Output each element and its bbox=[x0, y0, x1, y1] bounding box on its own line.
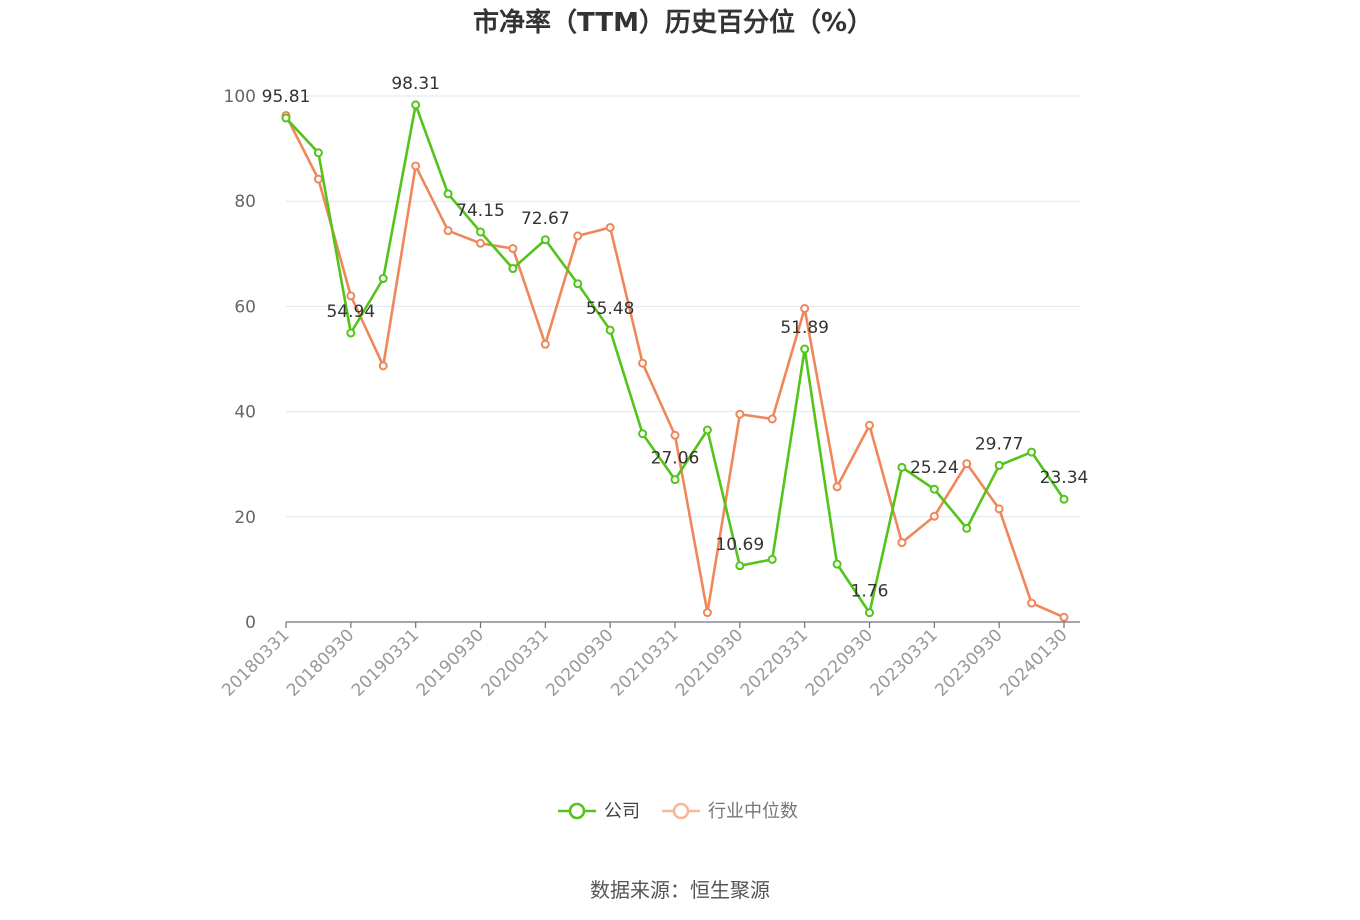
legend-marker bbox=[672, 802, 690, 820]
x-tick-label: 20220930 bbox=[802, 625, 877, 700]
company-point[interactable] bbox=[605, 325, 615, 335]
chart-title: 市净率（TTM）历史百分位（%） bbox=[473, 8, 873, 38]
industry-point[interactable] bbox=[702, 608, 712, 618]
industry-point[interactable] bbox=[670, 430, 680, 440]
company-point[interactable] bbox=[540, 235, 550, 245]
legend-label: 公司 bbox=[604, 801, 640, 822]
x-tick-label: 20190331 bbox=[348, 625, 423, 700]
data-label: 51.89 bbox=[780, 318, 829, 338]
company-point[interactable] bbox=[832, 559, 842, 569]
x-tick-label: 20180331 bbox=[218, 625, 293, 700]
y-tick-label: 40 bbox=[234, 403, 256, 423]
data-label: 74.15 bbox=[456, 201, 505, 221]
industry-point[interactable] bbox=[897, 538, 907, 548]
industry-point[interactable] bbox=[800, 304, 810, 314]
x-tick-label: 20230930 bbox=[931, 625, 1006, 700]
legend-item-company[interactable]: 公司 bbox=[558, 801, 640, 822]
data-label: 1.76 bbox=[851, 582, 889, 602]
industry-point[interactable] bbox=[605, 223, 615, 232]
x-tick-label: 20180930 bbox=[283, 625, 358, 700]
data-label: 55.48 bbox=[586, 299, 635, 319]
industry-series-line bbox=[284, 114, 1065, 619]
data-labels: 95.81 54.94 98.31 74.15 72.67 55.48 27.06 10.69… bbox=[262, 74, 1089, 602]
industry-point[interactable] bbox=[313, 174, 323, 184]
company-point[interactable] bbox=[800, 344, 810, 354]
industry-point[interactable] bbox=[767, 414, 777, 424]
industry-point[interactable] bbox=[378, 361, 388, 371]
industry-point[interactable] bbox=[411, 161, 421, 171]
y-tick-label: 60 bbox=[234, 297, 256, 317]
industry-point[interactable] bbox=[638, 358, 648, 368]
y-tick-label: 80 bbox=[234, 192, 256, 212]
company-point[interactable] bbox=[476, 227, 485, 237]
company-point[interactable] bbox=[1059, 494, 1069, 504]
company-point[interactable] bbox=[411, 100, 421, 110]
company-point[interactable] bbox=[313, 148, 323, 158]
company-point[interactable] bbox=[994, 460, 1004, 470]
data-label: 23.34 bbox=[1040, 468, 1089, 488]
industry-point[interactable] bbox=[962, 459, 972, 469]
data-label: 27.06 bbox=[651, 449, 700, 469]
industry-point[interactable] bbox=[929, 511, 939, 521]
data-label: 95.81 bbox=[262, 87, 311, 107]
industry-point[interactable] bbox=[832, 482, 842, 492]
x-tick-label: 20210331 bbox=[607, 625, 682, 700]
company-point[interactable] bbox=[767, 554, 777, 564]
company-point[interactable] bbox=[638, 429, 648, 439]
x-tick-label: 20230331 bbox=[867, 625, 942, 700]
data-label: 29.77 bbox=[975, 434, 1024, 454]
company-point[interactable] bbox=[508, 264, 518, 274]
x-tick-label: 20200331 bbox=[478, 625, 553, 700]
industry-point[interactable] bbox=[735, 409, 745, 419]
company-point[interactable] bbox=[378, 274, 388, 284]
company-point[interactable] bbox=[929, 484, 939, 494]
company-point[interactable] bbox=[346, 328, 356, 338]
industry-point[interactable] bbox=[476, 238, 485, 248]
industry-point[interactable] bbox=[573, 231, 583, 241]
industry-point[interactable] bbox=[1059, 612, 1069, 622]
data-label: 10.69 bbox=[715, 535, 764, 555]
industry-point[interactable] bbox=[508, 244, 518, 254]
y-tick-label: 100 bbox=[224, 87, 256, 107]
company-point[interactable] bbox=[1027, 447, 1037, 457]
x-tick-label: 20190930 bbox=[413, 625, 488, 700]
data-source-note: 数据来源：恒生聚源 bbox=[590, 878, 770, 902]
legend-marker bbox=[568, 802, 586, 820]
legend-item-industry[interactable]: 行业中位数 bbox=[662, 801, 798, 822]
company-point[interactable] bbox=[281, 113, 291, 123]
company-point[interactable] bbox=[670, 475, 680, 485]
company-series-line bbox=[285, 103, 1066, 615]
y-tick-label: 20 bbox=[234, 508, 256, 528]
x-axis: 2018033120180930201903312019093020200331… bbox=[218, 621, 1080, 701]
company-point[interactable] bbox=[897, 462, 907, 472]
company-point[interactable] bbox=[443, 189, 453, 199]
legend[interactable]: 公司 行业中位数 bbox=[558, 801, 798, 822]
x-tick-label: 20240130 bbox=[996, 625, 1071, 700]
series-layer bbox=[281, 100, 1069, 622]
industry-point[interactable] bbox=[540, 339, 550, 349]
y-axis: 0 20 40 60 80 100 bbox=[224, 87, 256, 633]
company-point[interactable] bbox=[573, 279, 583, 289]
industry-point[interactable] bbox=[865, 420, 874, 430]
data-label: 72.67 bbox=[521, 209, 570, 229]
x-tick-label: 20200930 bbox=[542, 625, 617, 700]
industry-point[interactable] bbox=[994, 504, 1004, 514]
grid-lines bbox=[286, 95, 1080, 518]
company-point[interactable] bbox=[865, 608, 874, 618]
x-tick-label: 20220331 bbox=[737, 625, 812, 700]
company-point[interactable] bbox=[702, 425, 712, 435]
company-point[interactable] bbox=[735, 561, 745, 571]
data-label: 98.31 bbox=[391, 74, 440, 94]
x-tick-label: 20210930 bbox=[672, 625, 747, 700]
legend-label: 行业中位数 bbox=[708, 801, 798, 822]
y-tick-label: 0 bbox=[245, 613, 256, 633]
industry-point[interactable] bbox=[443, 226, 453, 236]
data-label: 25.24 bbox=[910, 458, 959, 478]
company-point[interactable] bbox=[962, 523, 972, 533]
industry-point[interactable] bbox=[346, 291, 356, 301]
data-label: 54.94 bbox=[326, 302, 375, 322]
industry-point[interactable] bbox=[1027, 598, 1037, 608]
